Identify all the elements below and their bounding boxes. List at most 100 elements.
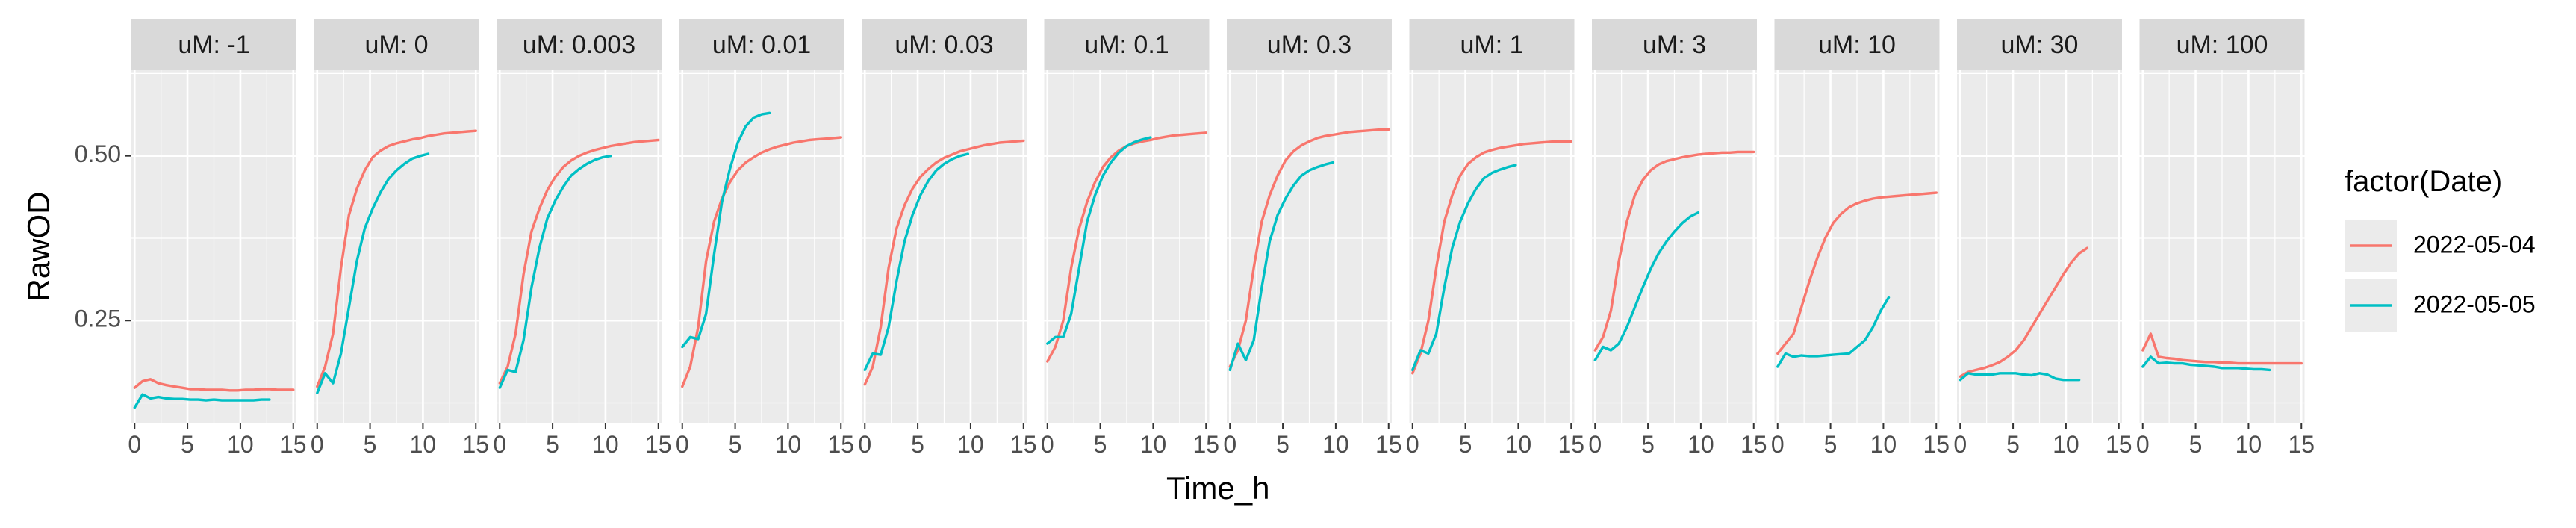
x-tick-label: 5 [2006,431,2020,458]
facet-strip [1957,19,2122,70]
facet-strip [314,19,479,70]
series-line-2022-05-04 [133,378,295,392]
x-tick-label: 15 [1192,431,1219,458]
facet-strip-label: uM: 0.01 [712,31,811,59]
x-tick-label: 10 [2236,431,2262,458]
x-tick-label: 15 [645,431,672,458]
series-line-2022-05-04 [498,138,660,385]
facet-strip-label: uM: -1 [178,31,249,59]
facet-strip-label: uM: 3 [1643,31,1706,59]
legend-entry-label: 2022-05-04 [2413,231,2536,258]
series-line-2022-05-05 [1776,296,1891,368]
facet-panel: uM: 10 0 5 10 15 [1771,19,1950,458]
facet-strip [1227,19,1392,70]
series-line-2022-05-05 [2141,355,2271,372]
legend: factor(Date) 2022-05-04 2022-05-05 [2345,165,2536,332]
x-tick-label: 5 [181,431,194,458]
x-tick-label: 10 [1870,431,1897,458]
series-line-2022-05-04 [681,136,843,388]
x-tick-label: 10 [1322,431,1349,458]
facet-strip-label: uM: 100 [2177,31,2268,59]
x-tick-label: 0 [1041,431,1054,458]
facet-strip-label: uM: 0.1 [1084,31,1169,59]
facet-panel: uM: 100 0 5 10 15 [2136,19,2315,458]
x-tick-label: 0 [1223,431,1236,458]
x-tick-label: 0 [1588,431,1602,458]
x-tick-label: 15 [827,431,854,458]
x-tick-label: 10 [2053,431,2079,458]
x-tick-label: 10 [410,431,437,458]
x-tick-label: 0 [858,431,871,458]
facet-strip [497,19,662,70]
series-line-2022-05-04 [1776,191,1938,355]
series-line-2022-05-05 [863,152,970,372]
x-tick-label: 0 [676,431,689,458]
legend-title: factor(Date) [2345,165,2502,198]
x-tick-label: 15 [1010,431,1037,458]
facet-panel: uM: -1 0 5 10 15 [128,19,307,458]
series-line-2022-05-05 [1228,161,1335,372]
facet-panel: uM: 0.003 0 5 10 15 [493,19,672,458]
series-line-2022-05-05 [1411,164,1517,372]
x-tick-label: 0 [1771,431,1785,458]
x-axis-title: Time_h [1166,470,1270,506]
x-tick-label: 5 [1459,431,1472,458]
facet-panel: uM: 0.3 0 5 10 15 [1223,19,1402,458]
facet-panel: uM: 30 0 5 10 15 [1953,19,2132,458]
y-axis-title: RawOD [21,191,56,301]
x-tick-label: 15 [1375,431,1402,458]
facet-strip [1592,19,1757,70]
x-tick-label: 15 [2288,431,2315,458]
x-tick-label: 10 [592,431,619,458]
x-tick-label: 0 [311,431,324,458]
series-line-2022-05-05 [316,152,430,394]
x-tick-label: 0 [128,431,141,458]
facet-strip [1044,19,1210,70]
series-line-2022-05-05 [1046,136,1152,345]
series-line-2022-05-04 [316,129,477,388]
facet-strip [1774,19,1940,70]
facet-panel: uM: 1 0 5 10 15 [1406,19,1584,458]
x-tick-label: 5 [1641,431,1655,458]
x-tick-label: 5 [546,431,559,458]
x-tick-label: 15 [1558,431,1584,458]
facet-strip-label: uM: 0.003 [523,31,635,59]
x-tick-label: 0 [493,431,506,458]
series-line-2022-05-05 [1959,372,2081,382]
facet-strip-label: uM: 30 [2001,31,2079,59]
series-line-2022-05-04 [1411,140,1573,375]
x-tick-label: 10 [1505,431,1532,458]
x-tick-label: 10 [1687,431,1714,458]
facet-strip-label: uM: 0.03 [895,31,993,59]
facet-panel: uM: 0 0 5 10 15 [311,19,489,458]
x-tick-label: 10 [227,431,254,458]
x-tick-label: 15 [1923,431,1950,458]
series-line-2022-05-04 [1228,128,1390,368]
facet-panel: uM: 0.1 0 5 10 15 [1041,19,1219,458]
x-tick-label: 0 [1406,431,1419,458]
facet-strip-label: uM: 0 [364,31,428,59]
facet-strip [131,19,296,70]
x-tick-label: 0 [2136,431,2150,458]
series-line-2022-05-05 [133,393,271,409]
facet-strip-label: uM: 0.3 [1267,31,1351,59]
y-tick-label: 0.50 [75,140,121,167]
facet-strip-label: uM: 1 [1460,31,1523,59]
legend-entry-label: 2022-05-05 [2413,291,2536,317]
series-line-2022-05-04 [1593,150,1755,352]
y-tick-label: 0.25 [75,305,121,332]
facet-panel: uM: 0.03 0 5 10 15 [858,19,1037,458]
x-tick-label: 10 [1140,431,1167,458]
x-tick-label: 5 [729,431,742,458]
series-line-2022-05-05 [498,154,612,389]
x-tick-label: 5 [911,431,924,458]
x-tick-label: 15 [2106,431,2132,458]
x-tick-label: 5 [364,431,377,458]
series-line-2022-05-05 [1593,211,1700,361]
series-line-2022-05-04 [1959,246,2089,378]
x-tick-label: 10 [957,431,984,458]
x-tick-label: 15 [1740,431,1767,458]
x-tick-label: 5 [1824,431,1838,458]
